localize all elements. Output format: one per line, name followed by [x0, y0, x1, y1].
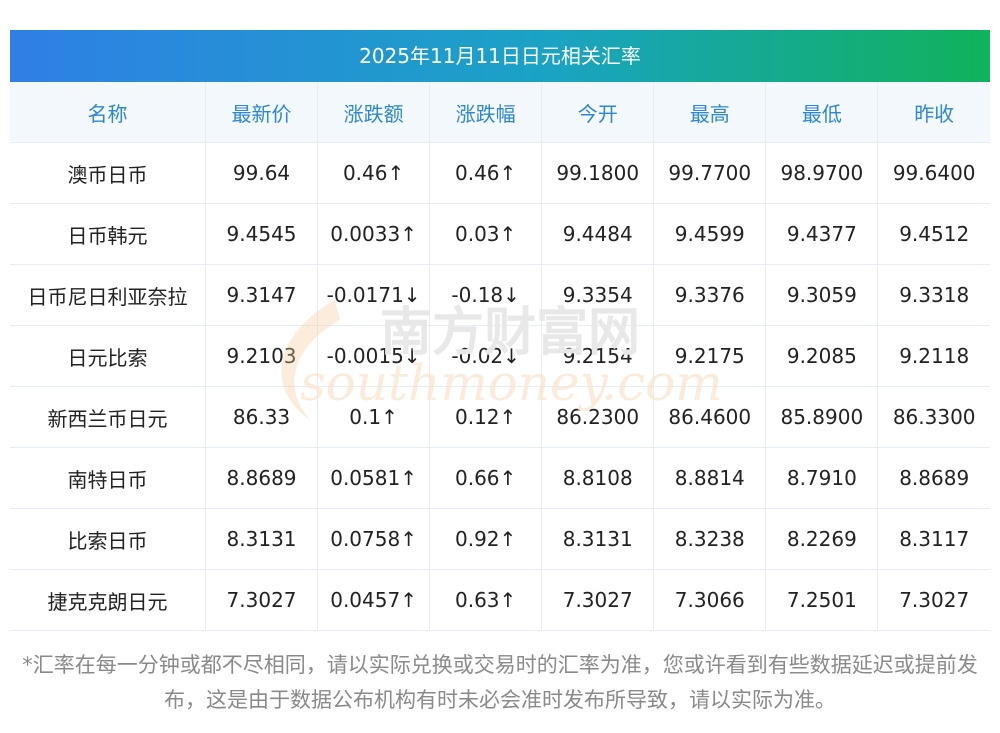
high-price-cell: 8.8814	[653, 447, 767, 509]
low-price-cell: 98.9700	[765, 142, 879, 204]
pair-name-cell: 南特日币	[10, 447, 206, 509]
disclaimer-footnote: *汇率在每一分钟或都不尽相同，请以实际兑换或交易时的汇率为准，您或许看到有些数据…	[22, 653, 978, 712]
change-percent-cell: 0.12↑	[429, 386, 543, 448]
previous-close-cell: 9.2118	[877, 325, 990, 387]
table-row: 澳币日币 99.64 0.46↑ 0.46↑ 99.1800 99.7700 98.9700…	[10, 142, 990, 204]
pair-name-cell: 日元比索	[10, 325, 206, 387]
change-amount-cell: 0.0033↑	[317, 203, 431, 265]
latest-price-cell: 9.3147	[205, 264, 319, 326]
change-percent-cell: 0.66↑	[429, 447, 543, 509]
change-amount-cell: -0.0015↓	[317, 325, 431, 387]
low-price-cell: 7.2501	[765, 569, 879, 631]
pair-name-cell: 日币韩元	[10, 203, 206, 265]
change-amount-cell: 0.46↑	[317, 142, 431, 204]
change-percent-cell: 0.03↑	[429, 203, 543, 265]
previous-close-cell: 8.8689	[877, 447, 990, 509]
change-amount-cell: 0.0581↑	[317, 447, 431, 509]
high-price-cell: 9.3376	[653, 264, 767, 326]
previous-close-cell: 86.3300	[877, 386, 990, 448]
column-header: 最高	[653, 82, 767, 143]
pair-name-cell: 澳币日币	[10, 142, 206, 204]
low-price-cell: 9.2085	[765, 325, 879, 387]
column-header: 今开	[541, 82, 655, 143]
previous-close-cell: 9.4512	[877, 203, 990, 265]
high-price-cell: 86.4600	[653, 386, 767, 448]
table-row: 日元比索 9.2103 -0.0015↓ -0.02↓ 9.2154 9.2175 9.20…	[10, 325, 990, 387]
open-price-cell: 9.4484	[541, 203, 655, 265]
change-percent-cell: -0.02↓	[429, 325, 543, 387]
open-price-cell: 86.2300	[541, 386, 655, 448]
high-price-cell: 7.3066	[653, 569, 767, 631]
low-price-cell: 9.4377	[765, 203, 879, 265]
change-percent-cell: -0.18↓	[429, 264, 543, 326]
low-price-cell: 9.3059	[765, 264, 879, 326]
latest-price-cell: 7.3027	[205, 569, 319, 631]
change-percent-cell: 0.46↑	[429, 142, 543, 204]
previous-close-cell: 99.6400	[877, 142, 990, 204]
latest-price-cell: 99.64	[205, 142, 319, 204]
open-price-cell: 7.3027	[541, 569, 655, 631]
high-price-cell: 99.7700	[653, 142, 767, 204]
change-amount-cell: -0.0171↓	[317, 264, 431, 326]
column-header: 最新价	[205, 82, 319, 143]
low-price-cell: 8.7910	[765, 447, 879, 509]
low-price-cell: 85.8900	[765, 386, 879, 448]
open-price-cell: 8.3131	[541, 508, 655, 570]
previous-close-cell: 7.3027	[877, 569, 990, 631]
page-title: 2025年11月11日日元相关汇率	[10, 30, 990, 82]
previous-close-cell: 8.3117	[877, 508, 990, 570]
column-header: 名称	[10, 82, 206, 143]
table-row: 捷克克朗日元 7.3027 0.0457↑ 0.63↑ 7.3027 7.3066 7.25…	[10, 569, 990, 631]
change-amount-cell: 0.0457↑	[317, 569, 431, 631]
table-header-row: 名称 最新价 涨跌额 涨跌幅 今开 最高 最低 昨收	[10, 82, 990, 143]
table-row: 南特日币 8.8689 0.0581↑ 0.66↑ 8.8108 8.8814 8.7910…	[10, 447, 990, 509]
previous-close-cell: 9.3318	[877, 264, 990, 326]
latest-price-cell: 9.2103	[205, 325, 319, 387]
column-header: 昨收	[877, 82, 990, 143]
high-price-cell: 8.3238	[653, 508, 767, 570]
pair-name-cell: 捷克克朗日元	[10, 569, 206, 631]
change-amount-cell: 0.0758↑	[317, 508, 431, 570]
latest-price-cell: 86.33	[205, 386, 319, 448]
column-header: 涨跌额	[317, 82, 431, 143]
high-price-cell: 9.4599	[653, 203, 767, 265]
table-row: 新西兰币日元 86.33 0.1↑ 0.12↑ 86.2300 86.4600 85.890…	[10, 386, 990, 448]
low-price-cell: 8.2269	[765, 508, 879, 570]
column-header: 最低	[765, 82, 879, 143]
latest-price-cell: 9.4545	[205, 203, 319, 265]
change-percent-cell: 0.92↑	[429, 508, 543, 570]
change-amount-cell: 0.1↑	[317, 386, 431, 448]
open-price-cell: 9.2154	[541, 325, 655, 387]
pair-name-cell: 新西兰币日元	[10, 386, 206, 448]
high-price-cell: 9.2175	[653, 325, 767, 387]
open-price-cell: 8.8108	[541, 447, 655, 509]
open-price-cell: 9.3354	[541, 264, 655, 326]
pair-name-cell: 日币尼日利亚奈拉	[10, 264, 206, 326]
table-row: 日币韩元 9.4545 0.0033↑ 0.03↑ 9.4484 9.4599 9.4377…	[10, 203, 990, 265]
table-row: 日币尼日利亚奈拉 9.3147 -0.0171↓ -0.18↓ 9.3354 9.3376…	[10, 264, 990, 326]
pair-name-cell: 比索日币	[10, 508, 206, 570]
exchange-rate-table: 名称 最新价 涨跌额 涨跌幅 今开 最高 最低 昨收 澳币日币 99.64 0.46…	[10, 82, 990, 631]
open-price-cell: 99.1800	[541, 142, 655, 204]
table-row: 比索日币 8.3131 0.0758↑ 0.92↑ 8.3131 8.3238 8.2269…	[10, 508, 990, 570]
column-header: 涨跌幅	[429, 82, 543, 143]
change-percent-cell: 0.63↑	[429, 569, 543, 631]
latest-price-cell: 8.3131	[205, 508, 319, 570]
latest-price-cell: 8.8689	[205, 447, 319, 509]
